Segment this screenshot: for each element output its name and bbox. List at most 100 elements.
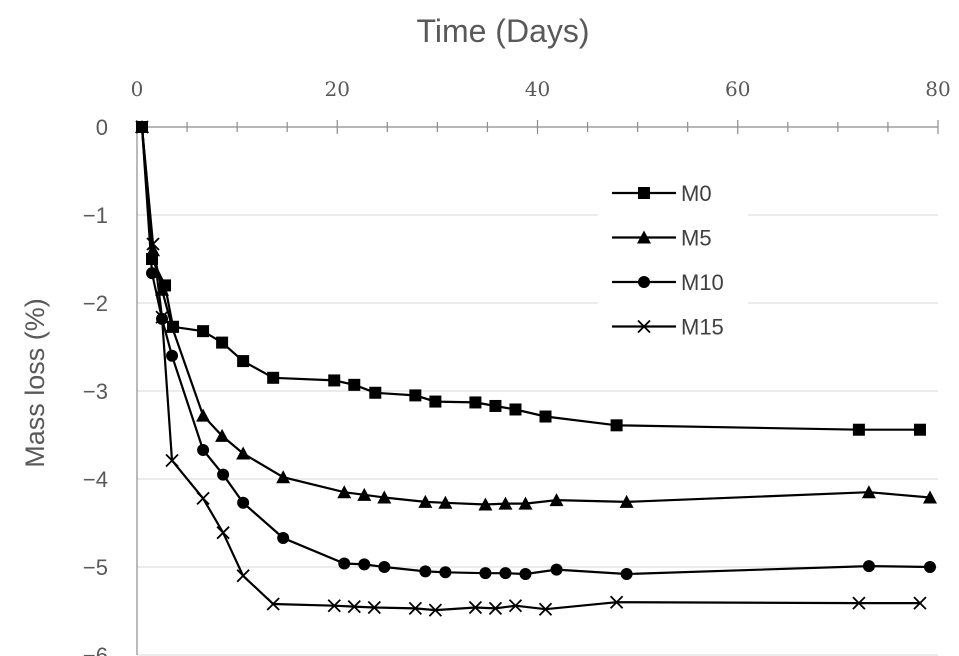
data-point-m0 [539, 410, 552, 423]
data-point-m5 [861, 485, 876, 499]
y-tick-label: −3 [83, 379, 108, 404]
data-point-m0 [237, 355, 250, 368]
data-point-m10 [479, 567, 492, 580]
data-point-m0 [610, 419, 623, 432]
data-point-m10 [620, 568, 633, 581]
series-line-m0 [140, 126, 920, 431]
data-point-m0 [328, 374, 341, 387]
legend-marker-m10 [638, 276, 650, 288]
legend-item-m0: M0 [612, 181, 712, 206]
series-m10 [136, 121, 936, 581]
data-point-m0 [267, 371, 280, 384]
data-point-m15 [852, 596, 866, 610]
grid-lines [137, 214, 938, 656]
data-point-m10 [550, 563, 563, 576]
data-point-m10 [338, 557, 351, 570]
data-point-m5 [418, 494, 433, 508]
legend-label-m0: M0 [681, 181, 712, 206]
data-point-m0 [409, 389, 422, 402]
data-point-m10 [419, 565, 432, 578]
data-point-m15 [155, 310, 169, 324]
data-point-m5 [518, 496, 533, 510]
legend-item-m15: M15 [612, 315, 724, 340]
data-point-m5 [196, 408, 211, 422]
data-point-m10 [923, 561, 936, 573]
data-point-m10 [519, 568, 532, 581]
legend-marker-m0 [638, 187, 650, 199]
x-tick-label: 80 [925, 77, 950, 101]
data-point-m5 [438, 495, 453, 509]
data-point-m5 [337, 485, 352, 499]
series-m15 [135, 120, 927, 617]
data-point-m10 [499, 567, 512, 580]
data-point-m15 [609, 595, 624, 609]
data-point-m0 [216, 336, 229, 349]
legend-item-m5: M5 [612, 226, 712, 251]
data-point-m5 [922, 490, 937, 504]
y-tick-label: −5 [83, 555, 108, 580]
data-point-m0 [369, 386, 382, 399]
y-tick-label: −6 [83, 643, 108, 656]
data-point-m5 [215, 428, 230, 442]
x-tick-labels: 0 20 40 60 80 [131, 77, 951, 101]
data-point-m0 [913, 423, 926, 436]
legend-label-m10: M10 [681, 270, 724, 295]
data-point-m15 [216, 526, 230, 540]
data-point-m0 [348, 378, 361, 391]
data-point-m10 [439, 566, 452, 579]
y-tick-label: −4 [83, 467, 108, 492]
data-point-m10 [217, 468, 230, 481]
data-point-m15 [135, 120, 149, 134]
chart-title: Time (Days) [416, 13, 589, 49]
data-point-m15 [408, 601, 422, 615]
data-point-m15 [196, 491, 210, 505]
x-tick-label: 60 [725, 77, 750, 101]
data-point-m5 [165, 319, 180, 333]
series-group [135, 120, 937, 617]
y-tick-label: 0 [96, 115, 108, 140]
data-point-m0 [489, 399, 502, 412]
legend-marker-m15 [637, 319, 651, 334]
axes [136, 120, 939, 655]
data-point-m5 [619, 494, 634, 508]
data-point-m0 [852, 423, 865, 436]
data-point-m15 [347, 599, 361, 614]
data-point-m15 [508, 599, 523, 613]
data-point-m15 [367, 600, 381, 615]
data-point-m5 [478, 497, 493, 511]
data-point-m5 [276, 470, 291, 484]
series-line-m10 [140, 126, 931, 576]
data-point-m15 [538, 602, 553, 616]
data-point-m5 [377, 490, 392, 504]
legend-box [598, 170, 748, 348]
legend-marker-m5 [637, 230, 651, 244]
data-point-m15 [488, 601, 503, 615]
x-tick-label: 40 [525, 77, 550, 101]
data-point-m10 [166, 349, 179, 362]
series-line-m5 [140, 126, 931, 506]
legend-item-m10: M10 [612, 270, 724, 295]
data-point-m0 [197, 325, 210, 338]
data-point-m10 [237, 496, 250, 509]
data-point-m0 [509, 403, 522, 416]
x-tick-label: 0 [131, 77, 144, 101]
data-point-m10 [378, 561, 391, 573]
data-point-m10 [197, 443, 210, 456]
data-point-m15 [165, 453, 179, 468]
data-point-m5 [357, 487, 372, 501]
data-point-m10 [358, 558, 371, 571]
y-tick-label: −2 [83, 291, 108, 316]
data-point-m15 [327, 599, 341, 613]
data-point-m15 [266, 597, 280, 611]
data-point-m15 [146, 237, 160, 251]
series-m0 [136, 121, 926, 436]
data-point-m15 [428, 603, 443, 617]
data-point-m0 [429, 395, 442, 408]
data-point-m10 [277, 531, 290, 544]
legend: M0 M5 M10 M15 [598, 170, 748, 348]
legend-label-m15: M15 [681, 315, 724, 340]
y-axis-label: Mass loss (%) [20, 298, 50, 468]
data-point-m10 [146, 267, 159, 280]
legend-label-m5: M5 [681, 226, 712, 251]
